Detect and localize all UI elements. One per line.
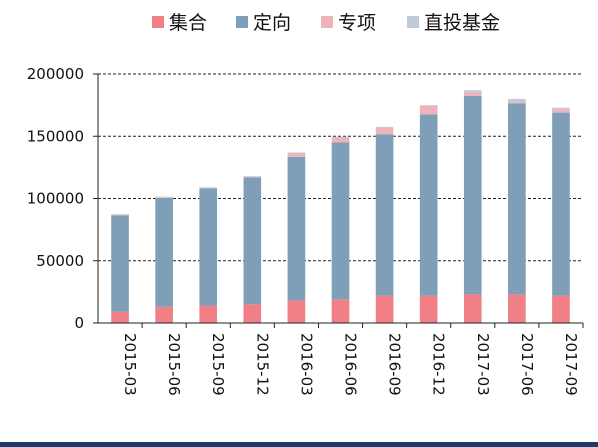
bar-segment — [375, 127, 394, 135]
bar-segment — [419, 295, 438, 323]
bar-segment — [287, 153, 306, 157]
bar-segment — [111, 215, 129, 312]
bar-segment — [155, 197, 173, 307]
y-tick-label: 50000 — [36, 252, 84, 270]
bar-segment — [287, 300, 306, 323]
bar-segment — [287, 156, 306, 301]
legend-label: 定向 — [253, 12, 291, 34]
bar-segment — [111, 214, 129, 215]
y-tick-label: 200000 — [27, 65, 84, 83]
bar-segment — [419, 114, 438, 296]
x-tick-label: 2017-09 — [562, 333, 580, 396]
bar-segment — [419, 105, 438, 115]
bar-segment — [243, 304, 262, 323]
bar-segment — [287, 152, 306, 154]
x-tick-label: 2017-06 — [518, 333, 536, 396]
bar-segment — [243, 176, 262, 178]
bar-segment — [111, 311, 129, 323]
x-tick-label: 2016-12 — [430, 333, 448, 396]
bar-segment — [508, 294, 526, 323]
legend-swatch — [152, 16, 164, 28]
x-tick-label: 2015-12 — [253, 333, 271, 396]
x-tick-labels: 2015-03 2015-06 2015-09 2015-12 2016-03 2016-… — [121, 333, 580, 396]
bar-segment — [552, 107, 570, 109]
y-tick-label: 100000 — [27, 190, 84, 208]
bar-segment — [331, 137, 350, 143]
bar-segment — [243, 177, 262, 305]
bar-segment — [552, 112, 570, 296]
y-tick-label: 150000 — [27, 127, 84, 145]
bar-segment — [331, 299, 350, 323]
axes — [93, 73, 584, 328]
bar-segment — [199, 305, 218, 323]
bar-segment — [508, 103, 526, 295]
x-tick-label: 2016-03 — [297, 333, 315, 396]
y-tick-label: 0 — [74, 314, 84, 332]
bar-segment — [331, 142, 350, 300]
legend-swatch — [321, 16, 333, 28]
x-tick-label: 2017-03 — [474, 333, 492, 396]
bar-segment — [243, 176, 262, 177]
bar-segment — [508, 98, 526, 103]
bar-segment — [199, 188, 218, 306]
bar-segment — [463, 294, 482, 323]
bar-segment — [111, 214, 129, 216]
bar-segment — [199, 187, 218, 188]
bar-segment — [463, 95, 482, 295]
bar-segment — [155, 197, 173, 198]
legend-swatch — [236, 16, 248, 28]
bar-segment — [155, 306, 173, 323]
x-tick-label: 2015-09 — [209, 333, 227, 396]
bar-segment — [375, 134, 394, 296]
legend: 集合 定向 专项 直投基金 — [152, 12, 500, 34]
legend-label: 专项 — [338, 12, 376, 34]
x-tick-label: 2015-03 — [121, 333, 139, 396]
bar-segment — [331, 136, 350, 138]
legend-label: 直投基金 — [424, 12, 500, 34]
x-tick-label: 2015-06 — [165, 333, 183, 396]
x-tick-label: 2016-09 — [386, 333, 404, 396]
y-tick-labels: 0 50000 100000 150000 200000 — [27, 65, 84, 332]
bar-segment — [375, 295, 394, 323]
bar-segment — [508, 102, 526, 104]
x-tick-label: 2016-06 — [342, 333, 360, 396]
bar-segment — [199, 187, 218, 189]
bar-segment — [155, 196, 173, 198]
legend-label: 集合 — [169, 12, 207, 34]
bar-segment — [552, 295, 570, 323]
bar-segment — [463, 92, 482, 96]
bar-segment — [419, 105, 438, 106]
bars — [111, 90, 570, 323]
legend-swatch — [407, 16, 419, 28]
bar-segment — [552, 108, 570, 113]
bar-segment — [375, 126, 394, 128]
bar-segment — [463, 90, 482, 93]
bottom-border-strip — [0, 442, 598, 447]
